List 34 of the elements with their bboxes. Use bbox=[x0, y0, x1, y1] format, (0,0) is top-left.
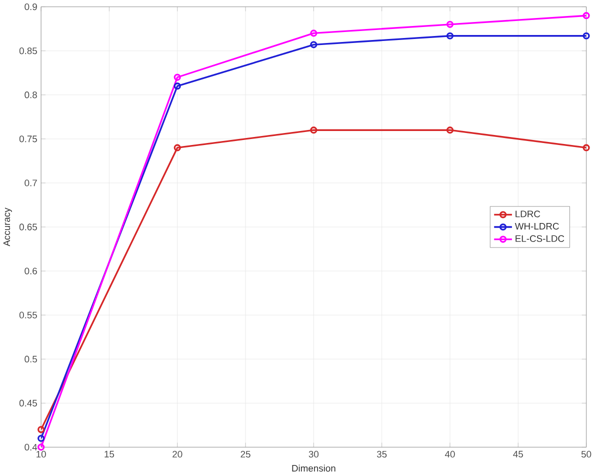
y-tick-label: 0.9 bbox=[24, 3, 37, 10]
y-tick-label: 0.45 bbox=[19, 400, 37, 406]
x-tick-label: 40 bbox=[444, 450, 455, 458]
y-tick-label: 0.65 bbox=[19, 224, 37, 230]
point bbox=[446, 20, 454, 28]
x-tick-label: 50 bbox=[581, 450, 592, 458]
y-tick-label: 0.5 bbox=[24, 356, 37, 362]
y-tick-label: 0.75 bbox=[19, 136, 37, 142]
point bbox=[174, 74, 181, 81]
x-tick-label: 30 bbox=[308, 450, 319, 458]
x-tick-label: 15 bbox=[104, 450, 114, 458]
y-tick-label: 0.7 bbox=[24, 180, 37, 186]
point bbox=[174, 82, 181, 90]
legend-label: EL-CS-LDC bbox=[516, 235, 564, 242]
y-tick-label: 0.6 bbox=[24, 268, 37, 274]
point bbox=[310, 126, 318, 134]
legend-label: WH-LDRC bbox=[514, 222, 559, 230]
point bbox=[310, 41, 318, 48]
y-tick-label: 0.8 bbox=[24, 92, 37, 98]
legend-label: LDRC bbox=[516, 210, 540, 218]
y-tick-label: 0.85 bbox=[19, 47, 37, 54]
point bbox=[310, 30, 318, 37]
x-axis-title: Dimension bbox=[292, 464, 336, 472]
x-tick-label: 25 bbox=[240, 450, 250, 458]
point bbox=[174, 144, 181, 152]
x-tick-label: 20 bbox=[172, 450, 182, 458]
y-axis-title: Accuracy bbox=[3, 208, 12, 246]
y-tick-label: 0.4 bbox=[24, 444, 38, 450]
point bbox=[446, 126, 454, 134]
y-tick-label: 0.55 bbox=[19, 312, 37, 318]
x-tick-label: 10 bbox=[36, 450, 46, 458]
point bbox=[446, 32, 454, 40]
x-tick-label: 35 bbox=[376, 450, 387, 458]
x-tick-label: 45 bbox=[513, 450, 523, 458]
